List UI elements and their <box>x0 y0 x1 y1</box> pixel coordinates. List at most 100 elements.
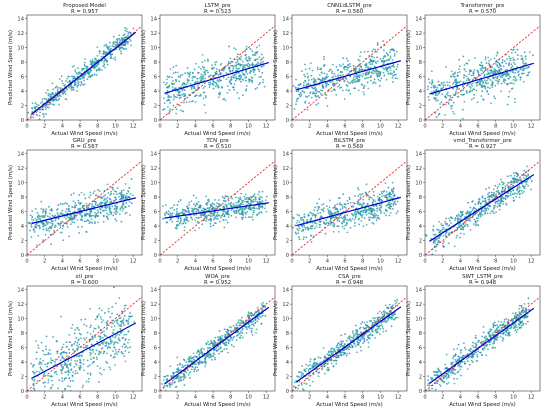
data-point <box>238 57 241 59</box>
data-point <box>84 346 86 349</box>
data-point <box>331 83 334 86</box>
data-point <box>75 364 78 366</box>
data-point <box>504 79 507 82</box>
data-point <box>200 73 203 76</box>
data-point <box>307 228 310 231</box>
data-point <box>455 88 458 91</box>
data-point <box>318 73 321 76</box>
data-point <box>319 220 322 223</box>
data-point <box>172 98 175 101</box>
data-point <box>118 317 121 320</box>
data-point <box>123 355 126 357</box>
data-point <box>51 225 53 227</box>
x-tick-label: 0 <box>158 259 161 265</box>
data-point <box>108 45 111 48</box>
data-point <box>129 346 132 348</box>
data-point <box>109 342 112 345</box>
data-point <box>95 349 98 352</box>
x-tick-label: 2 <box>308 124 311 130</box>
data-point <box>522 62 524 64</box>
data-point <box>235 67 238 69</box>
data-point <box>300 94 303 96</box>
data-point <box>354 216 357 219</box>
data-point <box>344 77 347 79</box>
data-point <box>336 218 339 221</box>
data-point <box>213 208 215 210</box>
data-point <box>216 84 219 87</box>
data-point <box>31 107 33 109</box>
data-point <box>118 297 121 299</box>
data-point <box>500 197 503 199</box>
plot-area <box>292 160 407 255</box>
data-point <box>352 201 355 204</box>
data-point <box>180 211 182 214</box>
x-tick-label: 0 <box>25 259 28 265</box>
data-point <box>382 40 385 43</box>
data-point <box>481 195 484 198</box>
data-point <box>510 67 513 69</box>
data-point <box>66 88 68 91</box>
data-point <box>238 198 241 201</box>
data-point <box>104 59 107 62</box>
y-tick-label: 2 <box>286 238 289 244</box>
data-point <box>516 58 519 61</box>
data-point <box>50 392 52 394</box>
data-point <box>76 327 79 330</box>
data-point <box>512 71 514 74</box>
data-point <box>33 389 36 391</box>
data-point <box>511 184 514 187</box>
data-point <box>128 38 131 41</box>
data-point <box>111 53 114 55</box>
data-point <box>373 212 376 215</box>
data-point <box>259 82 261 84</box>
data-point <box>333 72 336 75</box>
data-point <box>246 59 249 62</box>
data-point <box>470 98 473 101</box>
data-point <box>463 74 466 77</box>
data-point <box>70 359 73 362</box>
x-tick-label: 8 <box>494 259 497 265</box>
data-point <box>99 208 102 211</box>
data-point <box>111 312 113 315</box>
data-point <box>521 192 524 194</box>
data-point <box>119 207 122 209</box>
data-point <box>65 80 67 82</box>
data-point <box>499 205 502 208</box>
data-point <box>120 321 123 324</box>
y-tick-label: 4 <box>419 89 423 95</box>
data-point <box>247 197 250 199</box>
data-point <box>334 215 337 218</box>
data-point <box>367 76 369 79</box>
data-point <box>444 114 446 116</box>
fit-line <box>164 202 269 219</box>
data-point <box>373 59 376 62</box>
data-point <box>317 212 319 215</box>
data-point <box>481 84 484 87</box>
data-point <box>55 99 58 102</box>
data-point <box>217 199 220 201</box>
fit-line <box>429 174 535 242</box>
data-point <box>59 87 62 89</box>
data-point <box>106 217 109 219</box>
data-point <box>44 106 47 109</box>
data-point <box>310 96 313 99</box>
data-point <box>362 203 364 206</box>
data-point <box>484 56 487 59</box>
data-point <box>93 73 96 76</box>
data-point <box>70 89 73 91</box>
data-point <box>380 210 383 213</box>
data-point <box>198 204 201 207</box>
data-point <box>312 87 315 90</box>
data-point <box>215 81 218 84</box>
data-point <box>186 210 189 213</box>
data-point <box>65 355 68 358</box>
data-point <box>359 210 362 213</box>
data-point <box>190 207 193 210</box>
data-point <box>262 60 264 63</box>
data-point <box>509 70 512 73</box>
data-point <box>42 222 45 224</box>
data-point <box>446 81 448 84</box>
data-point <box>493 191 495 194</box>
data-point <box>64 93 67 95</box>
data-point <box>173 208 176 211</box>
